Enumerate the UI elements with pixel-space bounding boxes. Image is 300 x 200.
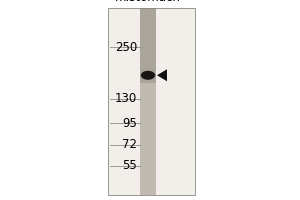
Bar: [140, 8, 156, 195]
Text: m.stomach: m.stomach: [115, 0, 181, 4]
Ellipse shape: [141, 71, 155, 80]
Text: 72: 72: [122, 138, 137, 151]
Text: 250: 250: [115, 41, 137, 54]
Polygon shape: [157, 69, 167, 81]
Text: 55: 55: [122, 159, 137, 172]
Bar: [140, 8, 156, 83]
Text: 95: 95: [122, 117, 137, 130]
Bar: [108, 8, 195, 195]
Text: 130: 130: [115, 92, 137, 105]
Bar: [108, 8, 195, 195]
